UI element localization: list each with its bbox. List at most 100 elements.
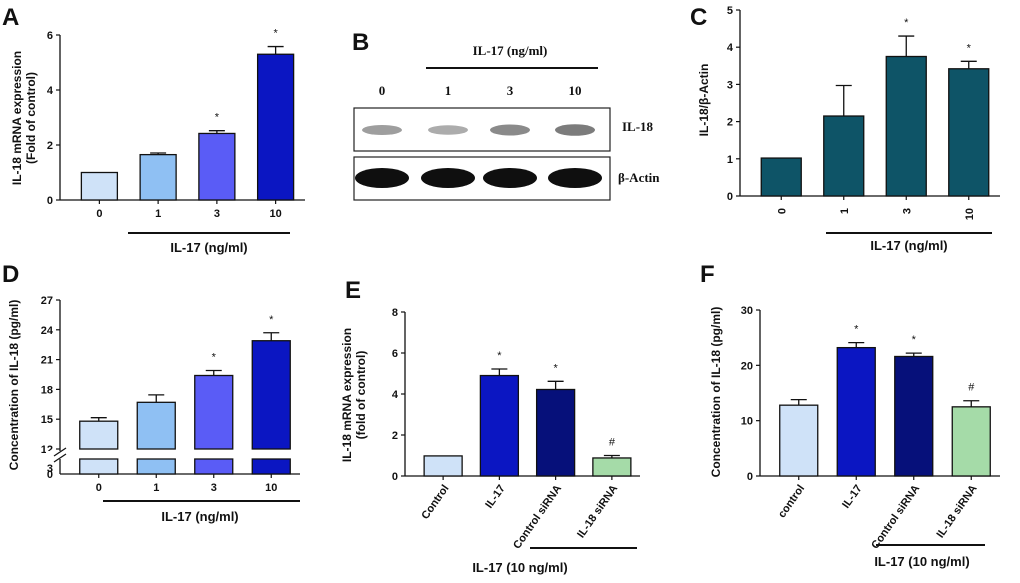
- y-axis-title-line: Concentration of IL-18 (pg/ml): [709, 307, 723, 478]
- significance-marker: #: [609, 437, 616, 449]
- y-axis-title-line: IL-18/β-Actin: [697, 64, 711, 137]
- bar-stub: [251, 458, 291, 475]
- y-axis-title-line: IL-18 mRNA expression: [10, 51, 24, 185]
- bar: [80, 171, 119, 201]
- panel-f-chart: F 0 10 20 30 control * IL-17 * Control siRNA # IL-…: [700, 261, 1000, 569]
- bar: [760, 157, 802, 197]
- x-tick-label: 10: [265, 482, 277, 494]
- y-tick-label: 20: [741, 360, 753, 372]
- y-tick-label: 4: [727, 42, 734, 54]
- blot-band-il18: [362, 124, 402, 136]
- axis-break-mark: [53, 447, 67, 457]
- significance-marker: *: [854, 324, 859, 336]
- bar: [948, 68, 990, 197]
- significance-marker: *: [912, 334, 917, 346]
- panel-b-western-blot: B IL-17 (ng/ml) 0 1 3 10 IL-18 β-Actin: [352, 29, 660, 201]
- axis-break-mark: [53, 453, 67, 463]
- x-tick-label: 1: [155, 208, 161, 220]
- bar: [79, 420, 119, 450]
- y-tick-label: 4: [47, 85, 54, 97]
- blot-header-label: IL-17 (ng/ml): [473, 43, 548, 58]
- y-axis-title-line: (Fold of control): [24, 72, 38, 164]
- blot-row-label-actin: β-Actin: [618, 170, 660, 185]
- blot-band-actin: [548, 168, 602, 188]
- y-tick-label: 24: [41, 325, 54, 337]
- y-tick-label: 30: [741, 305, 753, 317]
- y-tick-label: 2: [727, 117, 733, 129]
- panel-c-chart: C 0 1 2 3 4 5 0 1 * 3 * 10 IL-17 (ng/ml) IL-18/β-Acti…: [690, 4, 1000, 253]
- bar: [136, 401, 176, 450]
- x-tick-label: 10: [270, 208, 282, 220]
- bar: [198, 132, 236, 201]
- panel-letter-f: F: [700, 261, 715, 288]
- bar: [592, 457, 632, 477]
- y-tick-label: 6: [392, 348, 398, 360]
- y-tick-label: 1: [727, 154, 733, 166]
- panel-letter-d: D: [2, 261, 19, 288]
- bar: [251, 340, 291, 450]
- x-tick-label: 3: [211, 482, 217, 494]
- bar: [823, 115, 865, 197]
- bar: [836, 346, 876, 477]
- blot-band-il18: [555, 124, 595, 136]
- y-tick-label: 5: [727, 5, 733, 17]
- x-tick-label: 3: [901, 208, 913, 214]
- significance-marker: *: [273, 28, 278, 40]
- bar: [779, 404, 819, 477]
- y-axis-title: Concentration of IL-18 (pg/ml): [7, 300, 21, 471]
- panel-a-chart: A 0 2 4 6 0 1 * 3 * 10 IL-17 (ng/ml) IL-18 mRNA exp…: [2, 4, 305, 255]
- blot-bands: [355, 124, 602, 188]
- x-tick-label: Control siRNA: [869, 483, 922, 551]
- y-tick-label: 15: [41, 414, 53, 426]
- group-label: IL-17 (ng/ml): [870, 238, 947, 253]
- blot-lane-label: 1: [445, 83, 452, 98]
- y-axis-title: IL-18 mRNA expression(Fold of control): [10, 51, 38, 185]
- x-tick-label: 0: [776, 208, 788, 214]
- group-label: IL-17 (10 ng/ml): [874, 554, 969, 569]
- x-tick-label: IL-17: [840, 483, 865, 511]
- significance-marker: #: [968, 382, 975, 394]
- bar: [194, 374, 234, 450]
- y-tick-label: 0: [47, 195, 53, 207]
- blot-band-actin: [483, 168, 537, 188]
- blot-band-il18: [490, 124, 530, 136]
- y-axis-title-line: IL-18 mRNA expression: [340, 328, 354, 462]
- x-tick-label: IL-18 siRNA: [934, 483, 979, 540]
- y-tick-label: 18: [41, 384, 53, 396]
- significance-marker: *: [269, 314, 274, 326]
- significance-marker: *: [967, 42, 972, 54]
- x-tick-label: IL-17: [483, 483, 508, 511]
- bar: [535, 388, 576, 477]
- panel-e-chart: E 0 2 4 6 8 Control * IL-17 * Control siRNA # IL-18…: [340, 277, 640, 575]
- y-tick-label: 6: [47, 30, 53, 42]
- group-label: IL-17 (ng/ml): [170, 240, 247, 255]
- y-axis-title: Concentration of IL-18 (pg/ml): [709, 307, 723, 478]
- significance-marker: *: [497, 350, 502, 362]
- bar: [479, 374, 520, 477]
- blot-lane-label: 3: [507, 83, 514, 98]
- blot-band-actin: [355, 168, 409, 188]
- y-tick-label: 4: [392, 389, 399, 401]
- bar: [885, 55, 927, 197]
- y-tick-label: 10: [741, 416, 753, 428]
- y-tick-label: 2: [47, 140, 53, 152]
- y-axis-title: IL-18 mRNA expression(fold of control): [340, 328, 368, 462]
- bar-stub: [79, 458, 119, 475]
- significance-marker: *: [215, 112, 220, 124]
- significance-marker: *: [212, 352, 217, 364]
- group-label: IL-17 (ng/ml): [161, 509, 238, 524]
- y-tick-label: 0: [392, 471, 398, 483]
- bar-stub: [136, 458, 176, 475]
- panel-letter-a: A: [2, 4, 19, 31]
- x-tick-label: 1: [153, 482, 159, 494]
- x-tick-label: 3: [214, 208, 220, 220]
- y-tick-label: 0: [747, 471, 753, 483]
- y-axis-title-line: (fold of control): [354, 351, 368, 440]
- x-tick-label: 1: [839, 208, 851, 214]
- y-tick-label: 3: [727, 79, 733, 91]
- y-tick-label: 0: [727, 191, 733, 203]
- significance-marker: *: [904, 17, 909, 29]
- y-tick-label: 8: [392, 307, 398, 319]
- y-tick-label: 2: [392, 430, 398, 442]
